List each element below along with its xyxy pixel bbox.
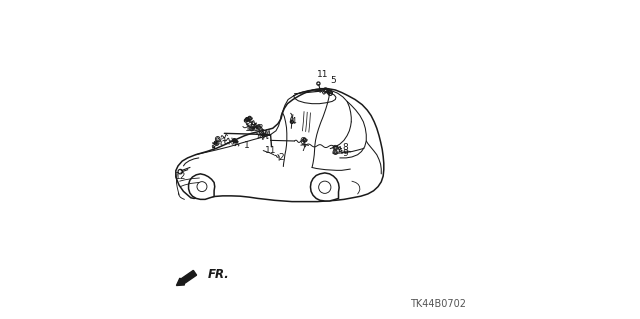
Circle shape (317, 82, 320, 85)
Text: 4: 4 (290, 117, 296, 126)
Text: FR.: FR. (208, 269, 230, 281)
Text: 7: 7 (301, 144, 307, 153)
Text: 8: 8 (342, 143, 348, 152)
Polygon shape (189, 174, 215, 199)
Text: 1: 1 (244, 141, 250, 150)
Circle shape (328, 91, 332, 95)
Circle shape (178, 169, 182, 174)
Text: 5: 5 (330, 76, 335, 85)
Text: 3: 3 (244, 117, 250, 126)
Text: 11: 11 (265, 146, 276, 155)
Text: 11: 11 (317, 70, 328, 79)
Text: 9: 9 (342, 149, 348, 158)
Polygon shape (176, 89, 384, 202)
Text: 6: 6 (300, 137, 305, 146)
Circle shape (291, 120, 294, 123)
FancyArrow shape (177, 271, 196, 286)
Circle shape (244, 119, 248, 122)
Text: 2: 2 (278, 153, 284, 162)
Text: 10: 10 (260, 129, 271, 138)
Polygon shape (310, 173, 339, 201)
Text: 13: 13 (244, 124, 256, 133)
Text: TK44B0702: TK44B0702 (410, 299, 466, 309)
Text: 12: 12 (175, 172, 186, 181)
Text: 13: 13 (253, 124, 264, 133)
